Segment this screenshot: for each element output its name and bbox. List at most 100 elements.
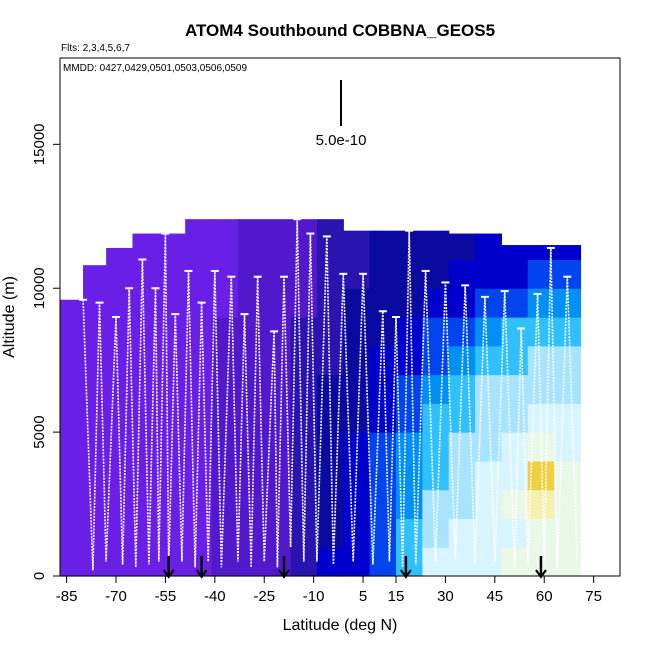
x-tick-label: -10	[303, 588, 325, 605]
field-cell	[290, 432, 318, 462]
field-cell	[237, 432, 265, 462]
field-cell	[83, 547, 107, 577]
boundary-arrow-head	[400, 569, 412, 579]
field-cell	[554, 460, 582, 491]
field-cell	[106, 345, 134, 376]
field-cell	[185, 460, 213, 491]
flight-boundary-arrows	[162, 556, 547, 579]
field-cell	[290, 259, 318, 289]
field-cell	[501, 245, 529, 261]
y-tick-label: 15000	[31, 123, 48, 165]
field-cell	[158, 374, 186, 404]
field-cell	[106, 489, 134, 520]
field-cell	[448, 518, 476, 548]
field-cell	[237, 259, 265, 289]
field-cell	[264, 288, 292, 318]
field-cell	[316, 489, 344, 520]
field-cell	[527, 489, 555, 520]
field-cell	[501, 489, 529, 520]
y-axis-label: Altitude (m)	[1, 276, 18, 358]
field-cell	[475, 288, 503, 318]
field-cell	[264, 219, 292, 232]
field-cell	[448, 403, 476, 433]
field-cell	[316, 547, 344, 577]
field-cell	[554, 489, 582, 520]
field-cell	[158, 489, 186, 520]
field-cell	[290, 460, 318, 491]
field-cell	[316, 518, 344, 548]
field-cell	[343, 288, 371, 318]
field-cell	[83, 265, 107, 289]
field-cell	[448, 432, 476, 462]
field-cell	[527, 317, 555, 347]
field-cell	[264, 489, 292, 520]
field-cell	[237, 460, 265, 491]
field-cell	[60, 432, 84, 462]
field-cell	[132, 233, 160, 261]
field-cell	[448, 374, 476, 404]
field-cell	[237, 288, 265, 318]
x-tick-label: 75	[585, 588, 602, 605]
field-cell	[106, 288, 134, 318]
x-tick-label: -85	[56, 588, 78, 605]
field-cell	[343, 547, 371, 577]
field-cell	[185, 219, 213, 232]
field-cell	[527, 403, 555, 433]
field-cell	[448, 233, 476, 261]
field-cell	[422, 403, 450, 433]
field-cell	[369, 345, 397, 376]
field-cell	[211, 259, 239, 289]
y-tick-label: 5000	[31, 415, 48, 448]
field-cell	[448, 288, 476, 318]
field-cell	[475, 547, 503, 577]
field-cell	[158, 403, 186, 433]
boundary-arrow-head	[535, 569, 547, 579]
field-cell	[475, 460, 503, 491]
field-cell	[316, 230, 344, 261]
boundary-arrow-head	[162, 569, 175, 579]
field-cell	[343, 403, 371, 433]
field-cell	[396, 432, 423, 462]
field-cell	[475, 259, 503, 289]
field-cell	[158, 460, 186, 491]
field-cell	[343, 374, 371, 404]
field-cell	[422, 317, 450, 347]
field-cell	[475, 345, 503, 376]
field-cell	[185, 403, 213, 433]
field-cell	[475, 233, 503, 261]
field-cell	[185, 432, 213, 462]
field-cell	[106, 259, 134, 289]
field-cell	[448, 259, 476, 289]
field-cell	[264, 230, 292, 261]
field-cell	[290, 403, 318, 433]
field-cell	[369, 489, 397, 520]
field-cell	[475, 489, 503, 520]
field-cell	[264, 460, 292, 491]
field-cell	[185, 489, 213, 520]
field-cell	[264, 345, 292, 376]
field-cell	[83, 288, 107, 318]
field-cell	[290, 219, 318, 232]
field-cell	[475, 403, 503, 433]
x-tick-label: 45	[486, 588, 503, 605]
field-cell	[83, 518, 107, 548]
field-cell	[132, 345, 160, 376]
field-cell	[343, 230, 371, 261]
field-cell	[501, 259, 529, 289]
field-cell	[369, 230, 397, 261]
field-cell	[369, 403, 397, 433]
field-cell	[475, 518, 503, 548]
field-cell	[237, 317, 265, 347]
field-cell	[422, 432, 450, 462]
y-axis: 0 5000 10000 15000	[31, 123, 60, 580]
field-cell	[132, 460, 160, 491]
field-cell	[290, 230, 318, 261]
field-cell	[60, 317, 84, 347]
field-cell	[396, 288, 423, 318]
field-cell	[132, 259, 160, 289]
field-cell	[501, 460, 529, 491]
field-cell	[316, 288, 344, 318]
field-cell	[211, 518, 239, 548]
field-cell	[185, 345, 213, 376]
